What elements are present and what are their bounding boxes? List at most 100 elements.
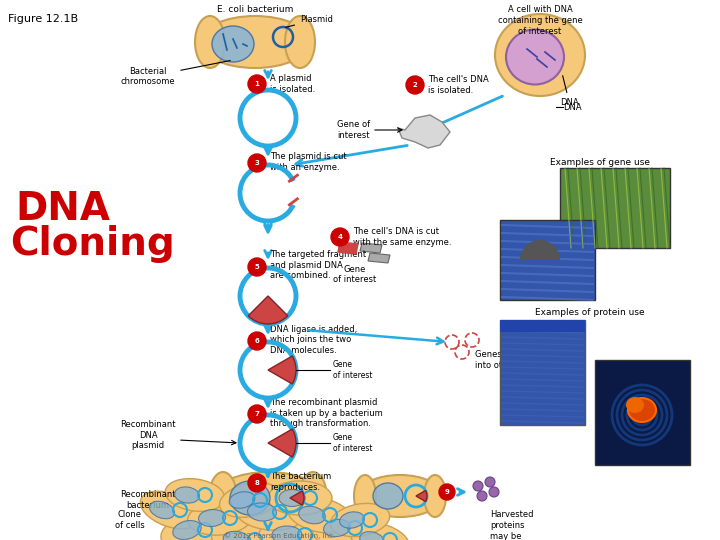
Wedge shape	[416, 490, 427, 502]
FancyBboxPatch shape	[500, 220, 595, 300]
Ellipse shape	[299, 506, 325, 524]
Circle shape	[439, 484, 455, 500]
Circle shape	[248, 474, 266, 492]
Circle shape	[331, 228, 349, 246]
Ellipse shape	[223, 531, 251, 540]
Circle shape	[248, 405, 266, 423]
Text: DNA: DNA	[563, 103, 582, 111]
Bar	[500, 320, 585, 332]
Ellipse shape	[229, 492, 255, 508]
Text: The recombinant plasmid
is taken up by a bacterium
through transformation.: The recombinant plasmid is taken up by a…	[270, 398, 383, 428]
Text: Cloning: Cloning	[10, 225, 175, 263]
Ellipse shape	[287, 497, 353, 533]
Ellipse shape	[354, 475, 376, 517]
Wedge shape	[268, 356, 296, 384]
Text: Gene
of interest: Gene of interest	[333, 360, 372, 380]
Ellipse shape	[424, 475, 446, 517]
Ellipse shape	[360, 531, 384, 540]
Circle shape	[489, 487, 499, 497]
Polygon shape	[360, 243, 382, 253]
Circle shape	[406, 76, 424, 94]
Text: The cell's DNA is cut
with the same enzyme.: The cell's DNA is cut with the same enzy…	[353, 227, 451, 247]
Ellipse shape	[340, 512, 364, 528]
Text: Harvested
proteins
may be
used
directly.: Harvested proteins may be used directly.	[490, 510, 534, 540]
Text: The plasmid is cut
with an enzyme.: The plasmid is cut with an enzyme.	[270, 152, 346, 172]
Text: 3: 3	[255, 160, 259, 166]
Text: Gene
of interest: Gene of interest	[333, 433, 372, 453]
Text: Clone
of cells: Clone of cells	[115, 510, 145, 530]
Polygon shape	[338, 242, 358, 254]
Ellipse shape	[351, 523, 409, 540]
Text: DNA: DNA	[15, 190, 110, 228]
Ellipse shape	[220, 483, 281, 517]
Wedge shape	[248, 296, 288, 324]
Ellipse shape	[161, 510, 229, 540]
Text: The bacterium
reproduces.: The bacterium reproduces.	[270, 472, 331, 492]
Ellipse shape	[299, 472, 327, 524]
Ellipse shape	[272, 526, 302, 540]
Ellipse shape	[285, 16, 315, 68]
Text: 1: 1	[255, 81, 259, 87]
FancyBboxPatch shape	[595, 360, 690, 465]
Ellipse shape	[312, 510, 377, 540]
Circle shape	[477, 491, 487, 501]
Ellipse shape	[213, 472, 323, 524]
Circle shape	[473, 481, 483, 491]
Ellipse shape	[174, 487, 199, 503]
Ellipse shape	[140, 491, 199, 529]
Text: Examples of protein use: Examples of protein use	[535, 308, 645, 317]
Text: DNA: DNA	[560, 76, 579, 107]
Text: A plasmid
is isolated.: A plasmid is isolated.	[270, 75, 315, 94]
Circle shape	[248, 75, 266, 93]
Ellipse shape	[235, 494, 305, 530]
Text: 9: 9	[444, 489, 449, 495]
Text: Recombinant
DNA
plasmid: Recombinant DNA plasmid	[120, 420, 176, 450]
Text: Plasmid: Plasmid	[286, 15, 333, 28]
Circle shape	[485, 477, 495, 487]
Text: The cell's DNA
is isolated.: The cell's DNA is isolated.	[428, 75, 489, 94]
Ellipse shape	[626, 397, 644, 413]
Text: 7: 7	[255, 411, 259, 417]
Ellipse shape	[212, 26, 254, 62]
Circle shape	[248, 332, 266, 350]
Text: DNA ligase is added,
which joins the two
DNA molecules.: DNA ligase is added, which joins the two…	[270, 325, 357, 355]
Ellipse shape	[209, 472, 237, 524]
Text: 5: 5	[255, 264, 259, 270]
Circle shape	[248, 154, 266, 172]
Text: 4: 4	[338, 234, 343, 240]
Ellipse shape	[279, 489, 305, 507]
Text: © 2012 Pearson Education, Inc.: © 2012 Pearson Education, Inc.	[225, 532, 336, 539]
Ellipse shape	[173, 521, 201, 539]
Ellipse shape	[628, 398, 656, 422]
Ellipse shape	[323, 519, 351, 537]
Text: Figure 12.1B: Figure 12.1B	[8, 14, 78, 24]
Ellipse shape	[373, 483, 403, 509]
Polygon shape	[398, 115, 450, 148]
Ellipse shape	[330, 503, 390, 537]
Ellipse shape	[200, 16, 310, 68]
Text: Gene of
interest: Gene of interest	[337, 120, 370, 140]
Text: Examples of gene use: Examples of gene use	[550, 158, 650, 167]
Text: 6: 6	[255, 338, 259, 344]
Ellipse shape	[195, 16, 225, 68]
Ellipse shape	[230, 481, 270, 515]
Ellipse shape	[150, 501, 174, 519]
Circle shape	[248, 258, 266, 276]
Ellipse shape	[188, 501, 253, 535]
Ellipse shape	[165, 478, 225, 511]
Ellipse shape	[495, 14, 585, 96]
Wedge shape	[268, 429, 296, 457]
Text: 8: 8	[255, 480, 259, 486]
Ellipse shape	[212, 522, 279, 540]
FancyBboxPatch shape	[500, 320, 585, 425]
Wedge shape	[290, 491, 304, 505]
Ellipse shape	[259, 517, 331, 540]
Text: Recombinant
bacterium: Recombinant bacterium	[120, 490, 176, 510]
Ellipse shape	[506, 30, 564, 84]
Ellipse shape	[199, 509, 225, 526]
Text: 2: 2	[413, 82, 418, 88]
Text: The targeted fragment
and plasmid DNA
are combined.: The targeted fragment and plasmid DNA ar…	[270, 250, 366, 280]
Ellipse shape	[358, 475, 443, 517]
Text: E. coli bacterium: E. coli bacterium	[217, 5, 293, 14]
Polygon shape	[368, 253, 390, 263]
